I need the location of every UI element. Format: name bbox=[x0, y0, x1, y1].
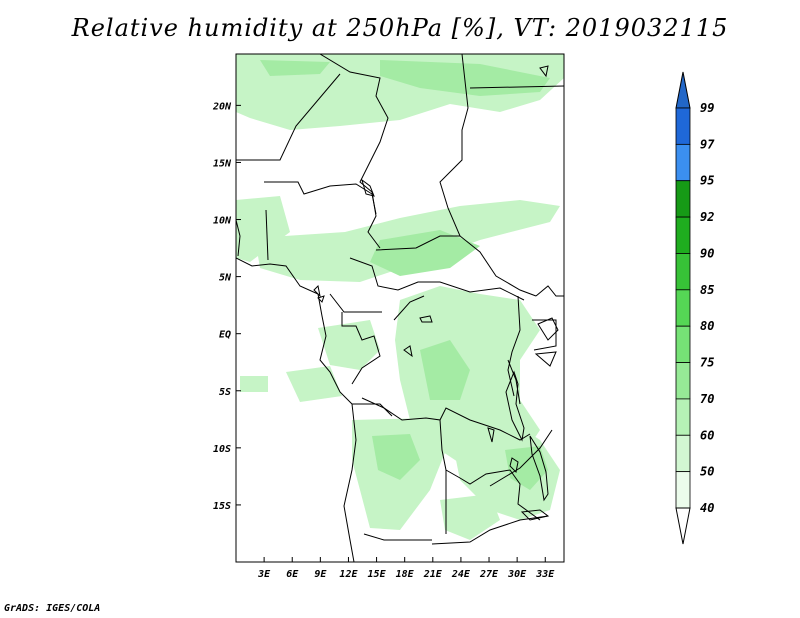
colorbar-label: 99 bbox=[700, 101, 714, 115]
colorbar-label: 70 bbox=[700, 392, 714, 406]
colorbar-label: 92 bbox=[700, 210, 714, 224]
lat-tick-label: 10N bbox=[213, 216, 232, 227]
colorbar-label: 50 bbox=[700, 465, 714, 479]
colorbar-swatch bbox=[675, 143, 691, 182]
lat-tick-label: EQ bbox=[219, 330, 231, 341]
lon-tick-label: 33E bbox=[535, 569, 555, 580]
lon-tick-label: 6E bbox=[286, 569, 299, 580]
colorbar-swatch bbox=[675, 362, 691, 400]
colorbar-label: 97 bbox=[700, 137, 715, 151]
country-borders bbox=[236, 54, 564, 545]
lat-tick-label: 15S bbox=[213, 501, 231, 512]
colorbar-swatch bbox=[675, 398, 691, 436]
colorbar-swatch bbox=[675, 289, 691, 327]
colorbar-swatch bbox=[675, 253, 691, 291]
map-frame bbox=[235, 53, 565, 563]
colorbar-bottom-arrow bbox=[675, 507, 691, 545]
humidity-shading bbox=[236, 54, 564, 540]
lakes bbox=[313, 65, 559, 521]
lon-tick-label: 18E bbox=[396, 569, 415, 580]
colorbar-label: 75 bbox=[700, 356, 714, 370]
colorbar-label: 95 bbox=[700, 174, 714, 188]
lon-tick-label: 3E bbox=[257, 569, 271, 580]
lat-tick-label: 5S bbox=[219, 387, 231, 398]
lon-tick-label: 9E bbox=[314, 569, 327, 580]
colorbar-swatch bbox=[675, 325, 691, 363]
colorbar-swatch bbox=[675, 216, 691, 254]
colorbar-label: 80 bbox=[700, 319, 714, 333]
lon-tick-label: 24E bbox=[451, 569, 471, 580]
map-title: Relative humidity at 250hPa [%], VT: 201… bbox=[71, 14, 729, 42]
longitude-axis: 3E 6E 9E 12E 15E 18E 21E 24E 27E 30E 33E bbox=[257, 557, 555, 580]
latitude-axis: 20N 15N 10N 5N EQ 5S 10S 15S bbox=[212, 101, 241, 512]
lat-tick-label: 10S bbox=[213, 444, 231, 455]
lon-tick-label: 30E bbox=[507, 569, 527, 580]
colorbar-swatch bbox=[675, 434, 691, 473]
lat-tick-label: 5N bbox=[219, 273, 232, 284]
lon-tick-label: 15E bbox=[368, 569, 387, 580]
lon-tick-label: 21E bbox=[423, 569, 443, 580]
lat-tick-label: 20N bbox=[212, 101, 232, 112]
lon-tick-label: 12E bbox=[339, 569, 358, 580]
colorbar-label: 60 bbox=[700, 428, 714, 442]
colorbar: 99 97 95 92 90 85 80 75 70 60 50 40 bbox=[675, 71, 715, 545]
colorbar-swatch bbox=[675, 107, 691, 145]
colorbar-swatch bbox=[675, 471, 691, 509]
lat-tick-label: 15N bbox=[213, 158, 232, 169]
coastline bbox=[236, 219, 357, 562]
credit-label: GrADS: IGES/COLA bbox=[4, 603, 101, 614]
colorbar-swatch bbox=[675, 180, 691, 218]
lon-tick-label: 27E bbox=[479, 569, 499, 580]
colorbar-label: 90 bbox=[700, 246, 714, 260]
colorbar-top-arrow bbox=[675, 71, 691, 109]
colorbar-label: 85 bbox=[700, 283, 714, 297]
colorbar-label: 40 bbox=[700, 501, 714, 515]
